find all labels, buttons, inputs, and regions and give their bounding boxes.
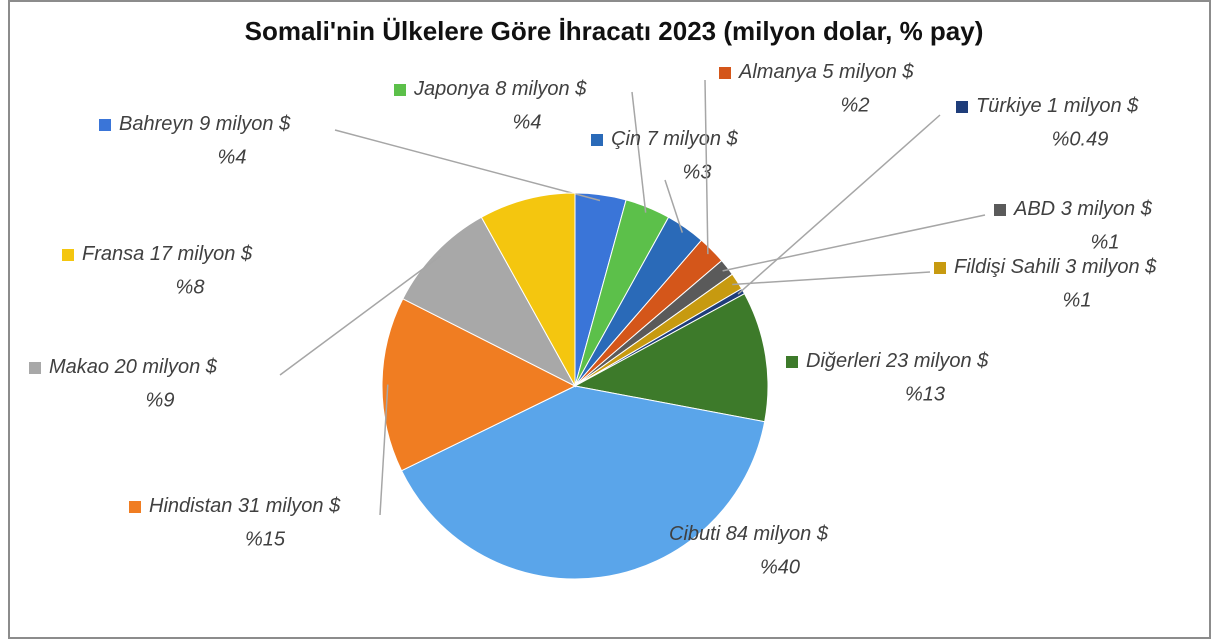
pie-slice (381, 298, 577, 472)
legend-marker (956, 101, 968, 113)
label-name: Japonya (413, 78, 490, 100)
label-name: ABD (1013, 198, 1055, 220)
label-value: 7 milyon $ (647, 128, 739, 150)
label-name: Almanya (738, 61, 817, 83)
legend-marker (591, 134, 603, 146)
pie-slice (402, 216, 577, 388)
label-value: 1 milyon $ (1047, 95, 1139, 117)
legend-marker (129, 501, 141, 513)
leader-line (279, 255, 441, 376)
share-label: %0.49 (1052, 128, 1109, 150)
data-label: Cibuti 84 milyon $ (669, 523, 829, 545)
pie-slice (480, 192, 576, 388)
legend-marker (719, 67, 731, 79)
share-label: %9 (146, 389, 175, 411)
share-label: %4 (513, 111, 542, 133)
data-label: Türkiye 1 milyon $ (976, 95, 1139, 117)
label-value: 31 milyon $ (238, 495, 341, 517)
share-label: %40 (760, 556, 800, 578)
legend-marker (786, 356, 798, 368)
legend-marker (649, 529, 661, 541)
share-label: %2 (841, 94, 870, 116)
pie-slice (573, 292, 769, 423)
data-label: Almanya 5 milyon $ (738, 61, 914, 83)
data-label: Hindistan 31 milyon $ (149, 495, 341, 517)
share-label: %13 (905, 383, 945, 405)
label-name: Diğerleri (806, 350, 881, 372)
share-label: %3 (683, 161, 712, 183)
leader-line (722, 214, 986, 272)
data-label: Japonya 8 milyon $ (413, 78, 587, 100)
share-label: %8 (176, 276, 205, 298)
label-value: 17 milyon $ (150, 243, 253, 265)
legend-marker (934, 262, 946, 274)
data-label: Fransa 17 milyon $ (82, 243, 253, 265)
data-label: Çin 7 milyon $ (611, 128, 739, 150)
share-label: %1 (1063, 289, 1092, 311)
pie-slice (400, 385, 766, 580)
label-value: 3 milyon $ (1065, 256, 1157, 278)
label-name: Çin (611, 128, 641, 150)
share-label: %1 (1091, 231, 1120, 253)
share-label: %4 (218, 146, 247, 168)
legend-marker (62, 249, 74, 261)
leader-line (334, 129, 601, 202)
chart-title: Somali'nin Ülkelere Göre İhracatı 2023 (… (245, 16, 984, 46)
label-name: Bahreyn (119, 113, 194, 135)
legend-marker (994, 204, 1006, 216)
label-value: 84 milyon $ (726, 523, 829, 545)
leader-line (379, 384, 389, 516)
legend-marker (99, 119, 111, 131)
label-value: 3 milyon $ (1061, 198, 1153, 220)
leader-line (664, 179, 684, 233)
leader-line (704, 79, 709, 255)
leader-line (737, 114, 941, 295)
label-value: 8 milyon $ (495, 78, 587, 100)
label-name: Makao (49, 356, 109, 378)
data-label: Fildişi Sahili 3 milyon $ (954, 256, 1157, 278)
data-label: ABD 3 milyon $ (1013, 198, 1153, 220)
label-value: 9 milyon $ (199, 113, 291, 135)
leader-line (732, 271, 931, 286)
legend-marker (29, 362, 41, 374)
leader-line (631, 91, 647, 213)
label-name: Hindistan (149, 495, 232, 517)
share-label: %15 (245, 528, 286, 550)
data-label: Bahreyn 9 milyon $ (119, 113, 291, 135)
data-label: Makao 20 milyon $ (49, 356, 218, 378)
label-name: Fransa (82, 243, 144, 265)
label-value: 5 milyon $ (822, 61, 914, 83)
label-name: Cibuti (669, 523, 721, 545)
label-value: 20 milyon $ (114, 356, 218, 378)
legend-marker (394, 84, 406, 96)
label-value: 23 milyon $ (885, 350, 989, 372)
data-label: Diğerleri 23 milyon $ (806, 350, 989, 372)
label-name: Türkiye (976, 95, 1042, 117)
label-name: Fildişi Sahili (954, 256, 1060, 278)
